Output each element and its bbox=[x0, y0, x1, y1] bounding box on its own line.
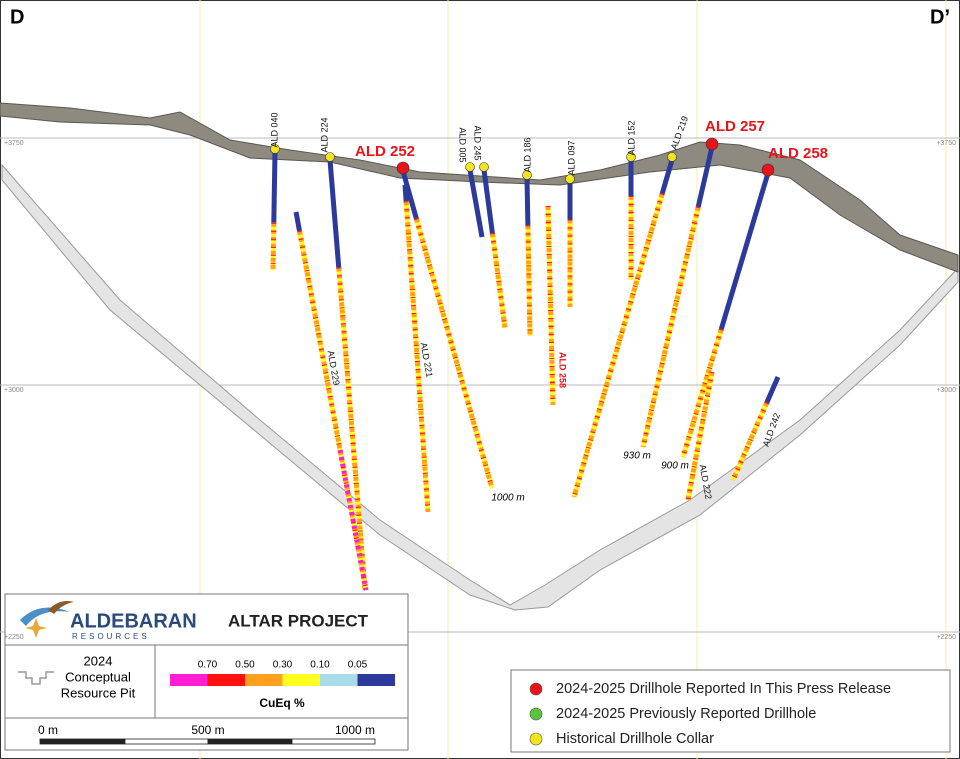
drillhole-grade bbox=[337, 449, 369, 591]
drillhole-collar bbox=[270, 144, 280, 154]
drillhole-label: ALD 257 bbox=[705, 118, 765, 135]
title-box bbox=[4, 593, 409, 751]
scale-bar-segment bbox=[39, 738, 126, 745]
drillhole-grade bbox=[525, 225, 533, 337]
drillhole-barren bbox=[481, 169, 495, 234]
project-title: ALTAR PROJECT bbox=[228, 611, 369, 630]
drillhole-label: ALD 186 bbox=[522, 137, 532, 172]
drillhole-barren bbox=[659, 159, 675, 195]
drillhole-barren bbox=[718, 172, 771, 330]
drillhole-label: ALD 097 bbox=[566, 140, 576, 175]
drillhole-collar bbox=[626, 152, 636, 162]
grade-swatch bbox=[245, 674, 283, 686]
pit-legend-text: Resource Pit bbox=[61, 685, 136, 700]
scale-bar-segment bbox=[207, 738, 293, 745]
elevation-label: +2250 bbox=[4, 634, 24, 641]
elevation-label: +2250 bbox=[936, 634, 956, 641]
drillhole-grade bbox=[730, 401, 770, 482]
drillhole-grade bbox=[413, 217, 495, 489]
legend-box bbox=[510, 669, 951, 753]
drillhole-grade bbox=[403, 201, 431, 513]
drillhole-barren bbox=[400, 170, 419, 220]
drillhole-collar bbox=[565, 174, 575, 184]
grade-threshold: 0.05 bbox=[348, 660, 368, 671]
scale-bar-label: 500 m bbox=[191, 723, 224, 737]
drillhole-label: ALD 152 bbox=[626, 120, 636, 155]
drillhole-collar bbox=[465, 162, 475, 172]
depth-label: 1000 m bbox=[491, 493, 524, 504]
company-subtitle: RESOURCES bbox=[72, 632, 150, 641]
grade-threshold: 0.10 bbox=[310, 660, 330, 671]
drillhole-barren bbox=[467, 169, 485, 238]
legend-label: 2024-2025 Drillhole Reported In This Pre… bbox=[556, 681, 891, 697]
grade-swatch bbox=[282, 674, 320, 686]
grade-threshold: 0.50 bbox=[235, 660, 255, 671]
drillhole-grade bbox=[680, 328, 724, 458]
drillhole-collar bbox=[667, 152, 677, 162]
grade-swatch bbox=[357, 674, 395, 686]
drillhole-grade bbox=[571, 193, 665, 498]
legend-label: Historical Drillhole Collar bbox=[556, 731, 714, 747]
drillhole-collar bbox=[761, 163, 775, 177]
grade-swatch bbox=[320, 674, 358, 686]
pit-legend-text: Conceptual bbox=[65, 669, 131, 684]
section-label: D’ bbox=[930, 6, 950, 28]
elevation-label: +3750 bbox=[4, 140, 24, 147]
legend-marker bbox=[529, 707, 543, 721]
depth-label: 900 m bbox=[661, 461, 689, 472]
pit-legend-text: 2024 bbox=[84, 653, 113, 668]
drillhole-grade bbox=[489, 232, 508, 329]
grade-threshold: 0.30 bbox=[273, 660, 293, 671]
elevation-label: +3000 bbox=[936, 387, 956, 394]
drillhole-collar bbox=[325, 152, 335, 162]
legend-label: 2024-2025 Previously Reported Drillhole bbox=[556, 706, 816, 722]
company-name: ALDEBARAN bbox=[70, 610, 197, 632]
scale-bar-label: 0 m bbox=[38, 723, 58, 737]
elevation-label: +3000 bbox=[4, 387, 24, 394]
drillhole-grade bbox=[336, 267, 368, 591]
drillhole-label: ALD 040 bbox=[269, 112, 279, 147]
scale-bar-segment bbox=[124, 738, 209, 745]
grade-swatch bbox=[170, 674, 208, 686]
drillhole-collar bbox=[522, 170, 532, 180]
drillhole-label: ALD 245 bbox=[473, 125, 483, 160]
depth-label: 930 m bbox=[623, 451, 651, 462]
drillhole-collar bbox=[396, 161, 410, 175]
scale-bar-segment bbox=[291, 738, 376, 745]
grade-threshold: 0.70 bbox=[198, 660, 218, 671]
drillhole-barren bbox=[293, 211, 302, 232]
topography bbox=[0, 102, 959, 273]
drillhole-grade bbox=[297, 230, 369, 591]
drillhole-label: ALD 224 bbox=[319, 117, 329, 152]
grade-swatch bbox=[207, 674, 245, 686]
drillhole-label: ALD 252 bbox=[355, 143, 415, 160]
drillhole-label: ALD 258 bbox=[768, 145, 828, 162]
drillhole-barren bbox=[524, 177, 531, 226]
drillhole-grade bbox=[270, 222, 277, 271]
drillhole-collar bbox=[479, 162, 489, 172]
drillhole-barren bbox=[695, 146, 715, 208]
elevation-label: +3750 bbox=[936, 140, 956, 147]
section-label: D bbox=[10, 6, 24, 28]
drillhole-grade bbox=[545, 205, 556, 406]
drillhole-barren bbox=[271, 151, 278, 223]
grade-legend-title: CuEq % bbox=[259, 696, 305, 710]
drillhole-label: ALD 258 bbox=[558, 352, 568, 388]
legend-marker bbox=[529, 732, 543, 746]
legend-marker bbox=[529, 682, 543, 696]
drillhole-barren bbox=[402, 184, 409, 202]
drillhole-label: ALD 005 bbox=[458, 127, 468, 162]
scale-bar-label: 1000 m bbox=[335, 723, 375, 737]
drillhole-barren bbox=[327, 159, 342, 268]
resource-pit bbox=[1, 163, 959, 611]
drillhole-grade bbox=[685, 371, 715, 501]
drillhole-collar bbox=[705, 137, 719, 151]
drillhole-grade bbox=[640, 206, 701, 448]
drillhole-barren bbox=[764, 375, 781, 404]
